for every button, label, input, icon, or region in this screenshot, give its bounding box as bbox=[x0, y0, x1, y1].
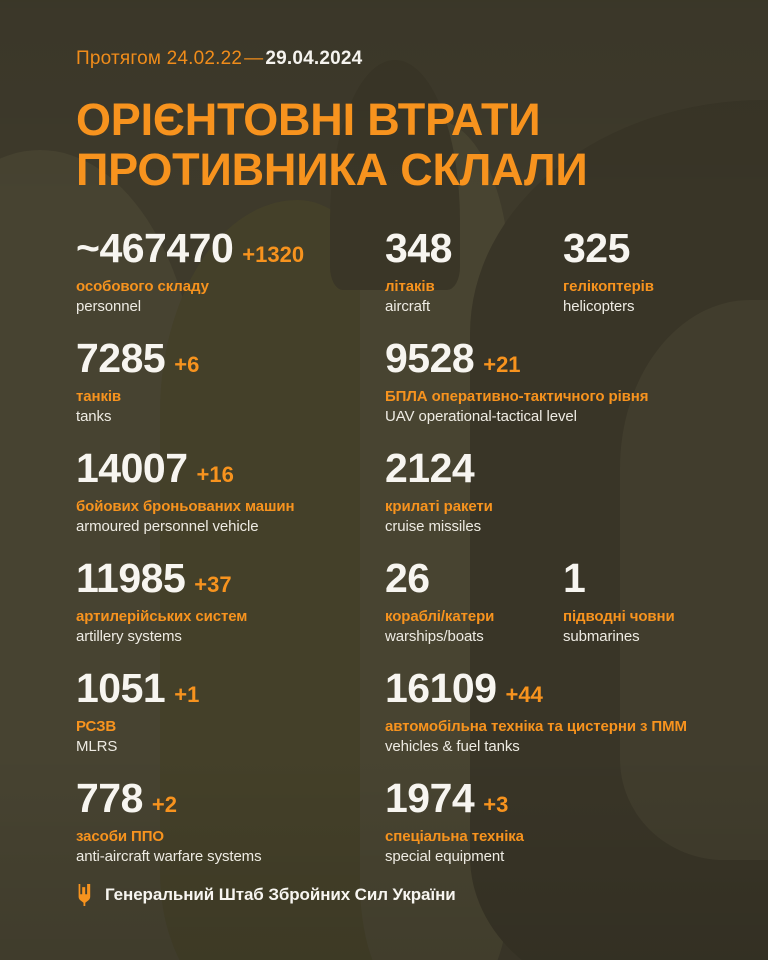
stat-delta: +3 bbox=[483, 792, 509, 817]
stat-value-line: 1051 +1 bbox=[76, 668, 199, 709]
stat-label-en: personnel bbox=[76, 298, 141, 315]
stat-uav: 9528 +21 БПЛА оперативно-тактичного рівн… bbox=[385, 338, 649, 426]
stat-aircraft: 348 літаків aircraft bbox=[385, 228, 461, 316]
stat-vehicles-fuel-tanks: 16109 +44 автомобільна техніка та цистер… bbox=[385, 668, 687, 756]
footer-text: Генеральний Штаб Збройних Сил України bbox=[105, 885, 456, 904]
stat-warships: 26 кораблі/катери warships/boats bbox=[385, 558, 495, 646]
stat-artillery: 11985 +37 артилерійських систем artiller… bbox=[76, 558, 248, 646]
page-title-line-2: ПРОТИВНИКА СКЛАЛИ bbox=[76, 144, 588, 196]
date-range-value: 29.04.2024 bbox=[265, 48, 363, 69]
stat-delta: +1 bbox=[174, 682, 200, 707]
stat-value-line: 16109 +44 bbox=[385, 668, 687, 709]
stat-value-line: 26 bbox=[385, 558, 494, 599]
page-title: ОРІЄНТОВНІ ВТРАТИ ПРОТИВНИКА СКЛАЛИ bbox=[76, 94, 588, 196]
stat-row: 14007 +16 бойових броньованих машин armo… bbox=[0, 448, 768, 558]
stat-label-ua: особового складу bbox=[76, 278, 209, 295]
stat-value-line: 325 bbox=[563, 228, 654, 269]
stat-label-ua: підводні човни bbox=[563, 608, 675, 625]
stat-label-ua: засоби ППО bbox=[76, 828, 164, 845]
stat-tanks: 7285 +6 танків tanks bbox=[76, 338, 199, 426]
stat-label-en: artillery systems bbox=[76, 628, 182, 645]
stat-number: 9528 bbox=[385, 335, 475, 381]
stat-delta: +21 bbox=[483, 352, 521, 377]
stat-label-en: special equipment bbox=[385, 848, 505, 865]
date-range: Протягом 24.02.22—29.04.2024 bbox=[76, 48, 362, 70]
stat-label-ua: автомобільна техніка та цистерни з ПММ bbox=[385, 718, 687, 735]
stat-value-line: 2124 bbox=[385, 448, 493, 489]
stat-delta: +37 bbox=[194, 572, 232, 597]
stat-label-ua: гелікоптерів bbox=[563, 278, 654, 295]
stat-number: 7285 bbox=[76, 335, 166, 381]
stat-value-line: 7285 +6 bbox=[76, 338, 199, 379]
stat-number: 1051 bbox=[76, 665, 166, 711]
stat-label-en: warships/boats bbox=[385, 628, 484, 645]
statistics-grid: ~467470 +1320 особового складу personnel… bbox=[0, 228, 768, 888]
stat-number: 778 bbox=[76, 775, 143, 821]
stat-number: 26 bbox=[385, 555, 430, 601]
stat-value-line: 348 bbox=[385, 228, 461, 269]
date-range-prefix: Протягом 24.02.22 bbox=[76, 48, 243, 69]
stat-label-ua: БПЛА оперативно-тактичного рівня bbox=[385, 388, 649, 405]
stat-label-en: UAV operational-tactical level bbox=[385, 408, 577, 425]
stat-submarines: 1 підводні човни submarines bbox=[563, 558, 675, 646]
stat-label-en: MLRS bbox=[76, 738, 118, 755]
stat-delta: +1320 bbox=[242, 242, 305, 267]
page-title-line-1: ОРІЄНТОВНІ ВТРАТИ bbox=[76, 94, 541, 145]
stat-number: 14007 bbox=[76, 445, 188, 491]
stat-label-en: armoured personnel vehicle bbox=[76, 518, 259, 535]
stat-label-ua: артилерійських систем bbox=[76, 608, 248, 625]
stat-label-ua: РСЗВ bbox=[76, 718, 117, 735]
stat-mlrs: 1051 +1 РСЗВ MLRS bbox=[76, 668, 199, 756]
stat-value-line: 1974 +3 bbox=[385, 778, 524, 819]
stat-value-line: 778 +2 bbox=[76, 778, 261, 819]
stat-label-en: cruise missiles bbox=[385, 518, 482, 535]
stat-number: 1 bbox=[563, 555, 586, 601]
stat-value-line: 9528 +21 bbox=[385, 338, 648, 379]
stat-value-line: 11985 +37 bbox=[76, 558, 247, 599]
stat-row: 11985 +37 артилерійських систем artiller… bbox=[0, 558, 768, 668]
stat-number: 325 bbox=[563, 225, 630, 271]
stat-value-line: 14007 +16 bbox=[76, 448, 294, 489]
stat-label-en: submarines bbox=[563, 628, 640, 645]
stat-delta: +2 bbox=[151, 792, 178, 817]
stat-delta: +16 bbox=[196, 462, 234, 487]
stat-row: 7285 +6 танків tanks 9528 +21 БПЛА опера… bbox=[0, 338, 768, 448]
stat-label-en: tanks bbox=[76, 408, 112, 425]
stat-personnel: ~467470 +1320 особового складу personnel bbox=[76, 228, 304, 316]
stat-label-en: anti-aircraft warfare systems bbox=[76, 848, 262, 865]
stat-number: 2124 bbox=[385, 445, 475, 491]
stat-label-en: vehicles & fuel tanks bbox=[385, 738, 520, 755]
date-range-dash: — bbox=[244, 48, 264, 69]
footer: Генеральний Штаб Збройних Сил України bbox=[76, 884, 456, 906]
stat-special-equipment: 1974 +3 спеціальна техніка special equip… bbox=[385, 778, 524, 866]
stat-number: 11985 bbox=[76, 555, 186, 601]
stat-label-ua: танків bbox=[76, 388, 122, 405]
stat-label-ua: літаків bbox=[385, 278, 435, 295]
stat-row: ~467470 +1320 особового складу personnel… bbox=[0, 228, 768, 338]
stat-delta: +44 bbox=[505, 682, 543, 707]
stat-number: 1974 bbox=[385, 775, 475, 821]
stat-number: 16109 bbox=[385, 665, 497, 711]
stat-label-ua: крилаті ракети bbox=[385, 498, 493, 515]
stat-row: 1051 +1 РСЗВ MLRS 16109 +44 автомобільна… bbox=[0, 668, 768, 778]
stat-label-en: aircraft bbox=[385, 298, 431, 315]
stat-helicopters: 325 гелікоптерів helicopters bbox=[563, 228, 654, 316]
stat-label-ua: спеціальна техніка bbox=[385, 828, 524, 845]
stat-value-line: ~467470 +1320 bbox=[76, 228, 304, 269]
stat-label-en: helicopters bbox=[563, 298, 635, 315]
stat-delta: +6 bbox=[174, 352, 200, 377]
stat-armoured-vehicles: 14007 +16 бойових броньованих машин armo… bbox=[76, 448, 295, 536]
stat-cruise-missiles: 2124 крилаті ракети cruise missiles bbox=[385, 448, 493, 536]
stat-number: ~467470 bbox=[76, 225, 234, 271]
stat-label-ua: бойових броньованих машин bbox=[76, 498, 295, 515]
trident-icon bbox=[76, 884, 93, 906]
stat-anti-aircraft: 778 +2 засоби ППО anti-aircraft warfare … bbox=[76, 778, 262, 866]
stat-value-line: 1 bbox=[563, 558, 675, 599]
stat-number: 348 bbox=[385, 225, 452, 271]
stat-label-ua: кораблі/катери bbox=[385, 608, 495, 625]
stat-row: 778 +2 засоби ППО anti-aircraft warfare … bbox=[0, 778, 768, 888]
